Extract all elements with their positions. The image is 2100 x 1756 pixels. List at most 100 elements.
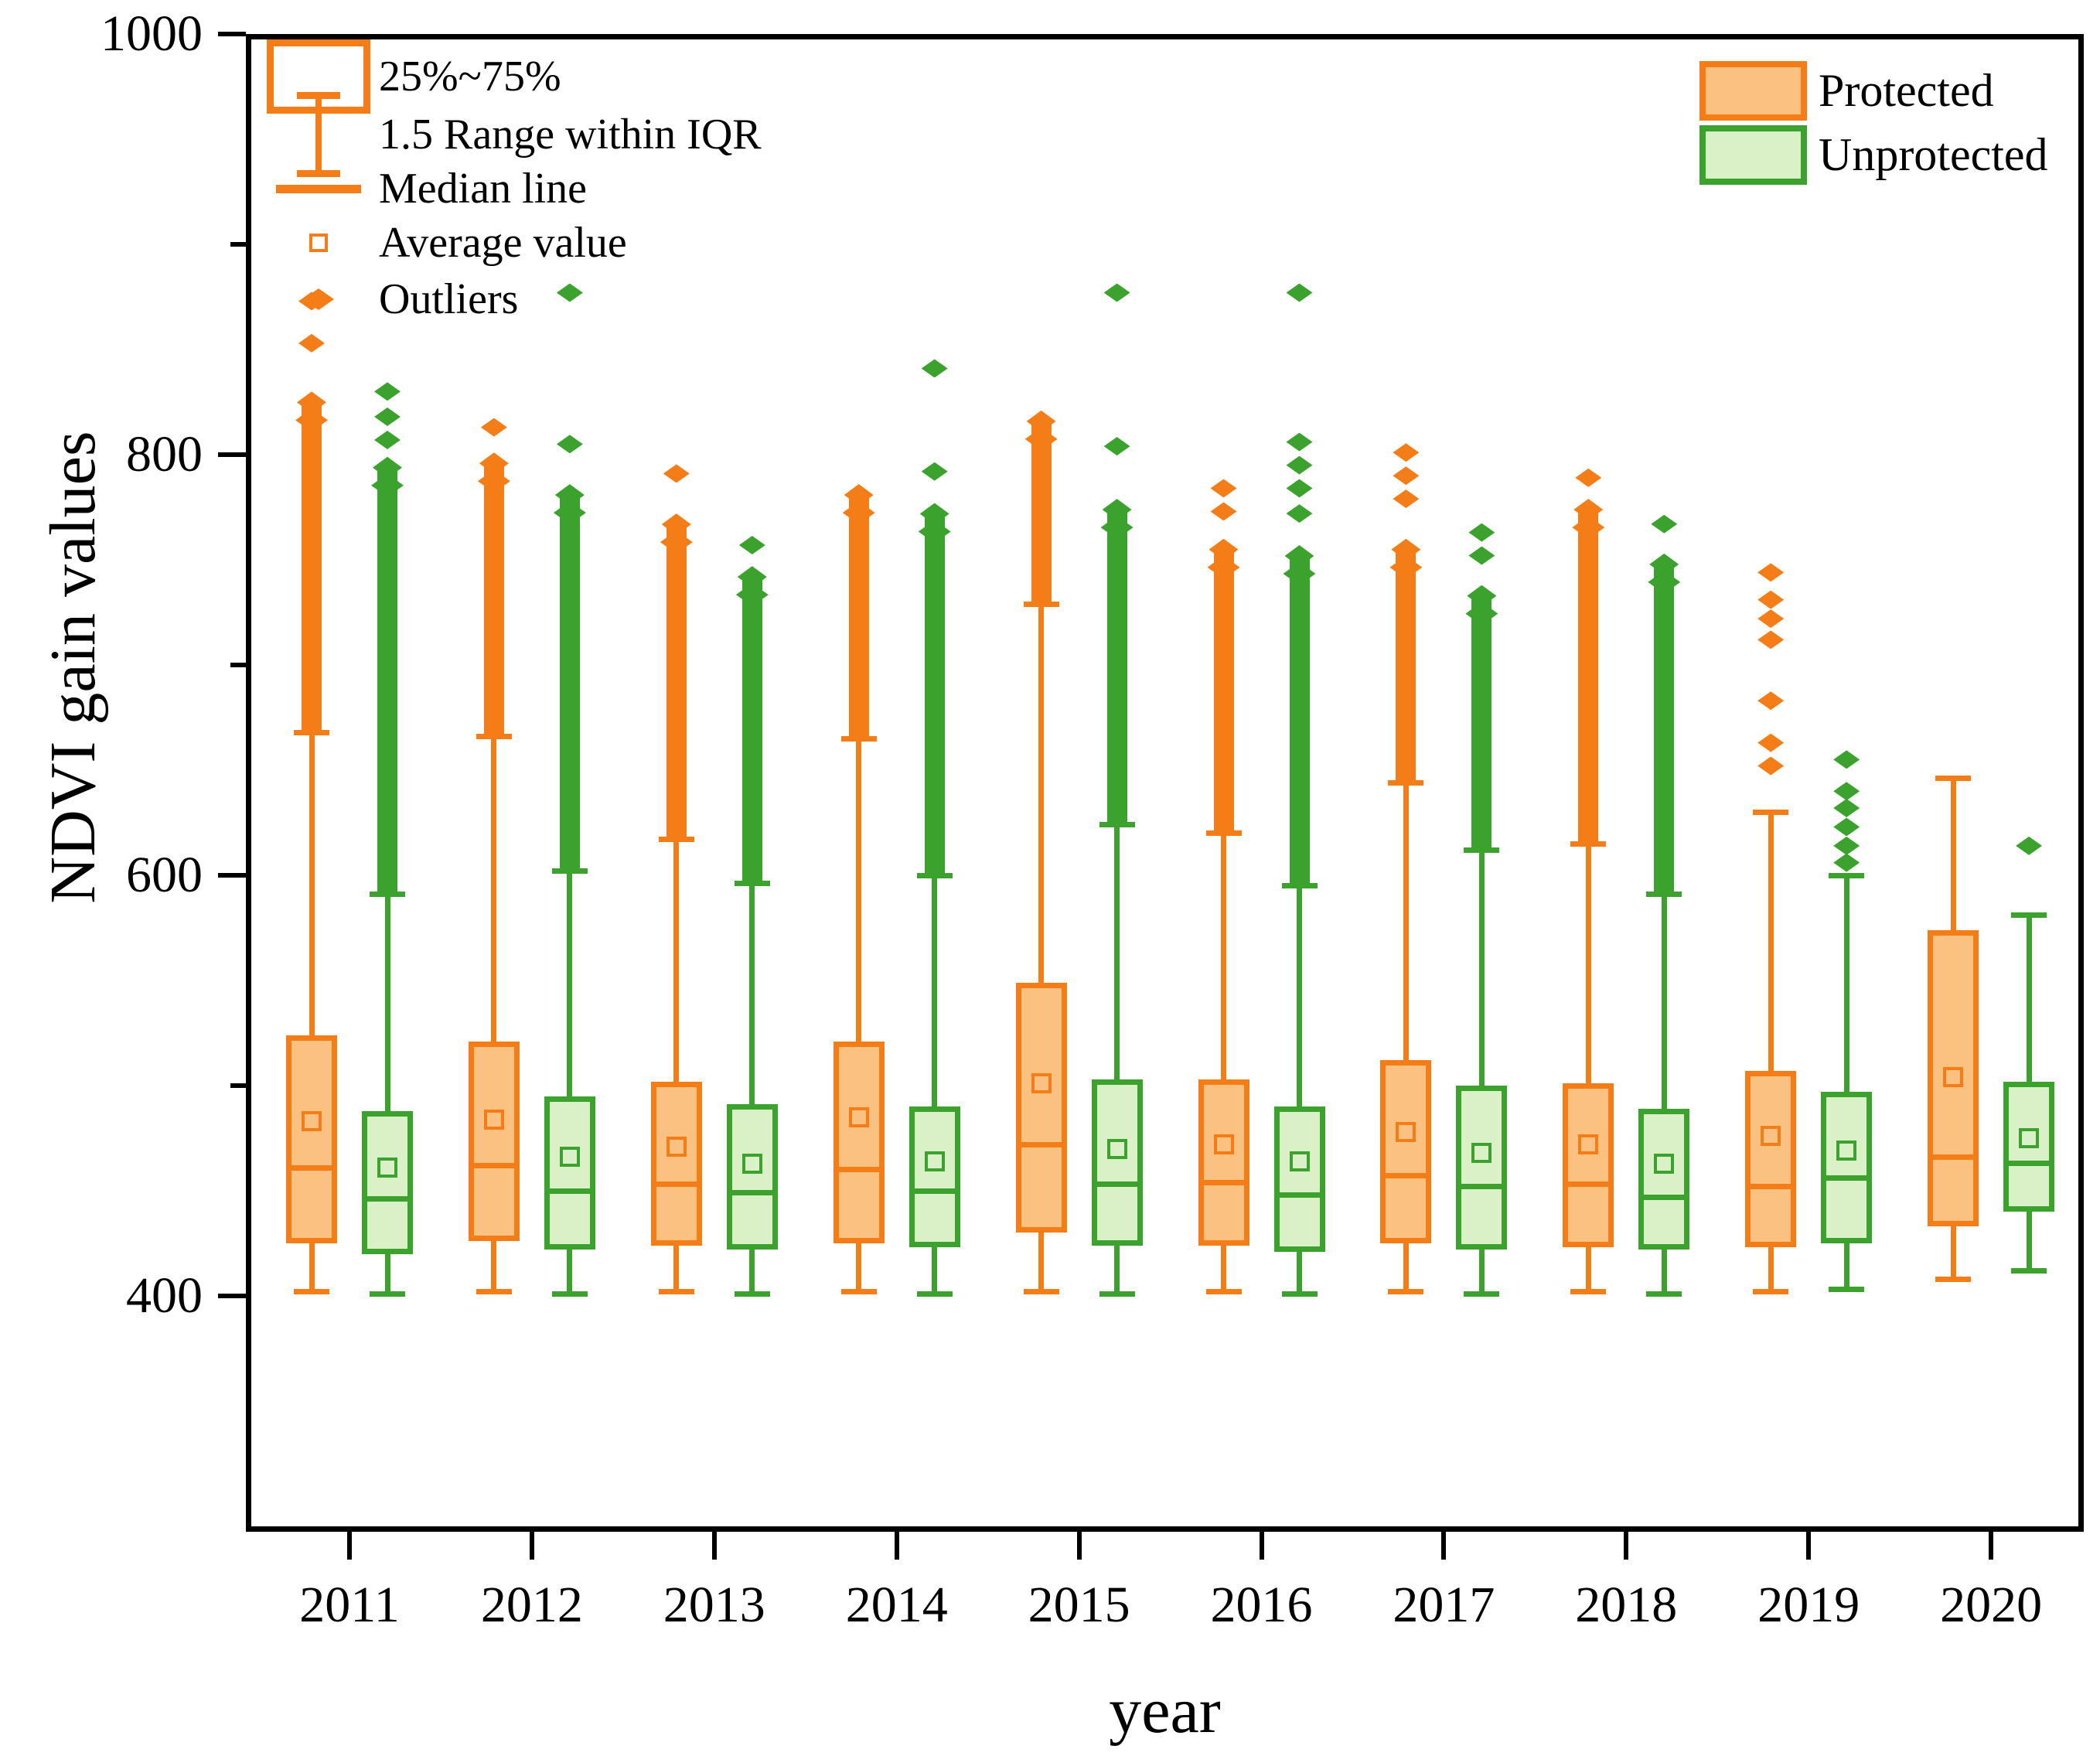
x-tick-label: 2020 [1940, 1577, 2043, 1633]
box-iqr [286, 1035, 337, 1243]
lower-whisker-cap [1281, 1291, 1318, 1297]
outlier-column [1578, 510, 1599, 844]
y-minor-tick [230, 1083, 246, 1088]
lower-whisker [1585, 1247, 1591, 1292]
x-tick [1806, 1532, 1812, 1560]
median-line [286, 1164, 337, 1171]
y-major-tick [218, 873, 246, 878]
upper-whisker [1661, 894, 1667, 1109]
mean-marker [1289, 1151, 1310, 1171]
median-line [1198, 1179, 1249, 1185]
median-line [1091, 1181, 1143, 1188]
x-tick-label: 2011 [299, 1577, 400, 1633]
mean-marker [1654, 1153, 1675, 1174]
median-line [1745, 1184, 1797, 1190]
x-tick [711, 1532, 717, 1560]
x-tick-label: 2019 [1757, 1577, 1860, 1633]
y-major-tick [218, 1294, 246, 1298]
median-line [1821, 1175, 1873, 1181]
series-legend-label: Unprotected [1819, 129, 2048, 180]
upper-whisker [491, 736, 497, 1042]
upper-whisker-cap [734, 881, 770, 887]
upper-whisker [1114, 824, 1120, 1079]
lower-whisker [384, 1253, 390, 1294]
upper-whisker [856, 738, 862, 1042]
lower-whisker-cap [1829, 1287, 1865, 1293]
outlier-column [1396, 549, 1416, 783]
box-iqr [1273, 1106, 1325, 1252]
x-tick-label: 2015 [1028, 1577, 1130, 1633]
mean-marker [741, 1153, 762, 1174]
legend-whisker-cap-top [297, 92, 340, 99]
outlier-column [1654, 564, 1675, 895]
upper-whisker-cap [1099, 822, 1135, 828]
lower-whisker-cap [1023, 1289, 1059, 1295]
upper-whisker [673, 839, 680, 1082]
style-legend-label: Median line [379, 165, 588, 213]
mean-marker [559, 1147, 580, 1168]
lower-whisker-cap [476, 1289, 512, 1295]
lower-whisker [1403, 1243, 1409, 1292]
lower-whisker-cap [1753, 1289, 1789, 1295]
x-tick-label: 2016 [1210, 1577, 1313, 1633]
upper-whisker-cap [1205, 830, 1242, 837]
median-line [1928, 1154, 1979, 1160]
lower-whisker [1768, 1247, 1774, 1292]
upper-whisker [1950, 778, 1956, 930]
y-tick-label: 400 [126, 1267, 203, 1324]
mean-marker [1471, 1143, 1492, 1164]
median-line [1456, 1184, 1508, 1190]
x-tick-label: 2018 [1575, 1577, 1678, 1633]
x-tick [347, 1532, 352, 1560]
mean-marker [1106, 1138, 1127, 1159]
box-iqr [1928, 929, 1979, 1227]
outlier-column [1106, 510, 1127, 825]
lower-whisker-cap [1646, 1291, 1682, 1297]
lower-whisker-cap [551, 1291, 588, 1297]
upper-whisker [749, 883, 755, 1105]
lower-whisker [1038, 1233, 1045, 1292]
upper-whisker-cap [1935, 776, 1972, 782]
median-line [1563, 1181, 1614, 1188]
x-tick [529, 1532, 534, 1560]
outlier-column [483, 463, 504, 737]
y-tick-label: 800 [126, 426, 203, 482]
upper-whisker [1221, 833, 1226, 1079]
median-line [362, 1196, 413, 1202]
lower-whisker-cap [1570, 1289, 1607, 1295]
box-iqr [1638, 1108, 1690, 1250]
upper-whisker-cap [476, 733, 512, 739]
lower-whisker [1221, 1245, 1226, 1292]
series-legend-label: Protected [1819, 65, 1994, 116]
upper-whisker-cap [1281, 883, 1318, 889]
box-iqr [544, 1096, 595, 1250]
lower-whisker-cap [1935, 1276, 1972, 1282]
legend-median-symbol [276, 185, 361, 193]
outlier-column [1471, 595, 1492, 851]
upper-whisker-cap [1464, 847, 1500, 853]
upper-whisker [1038, 604, 1045, 983]
x-tick [1441, 1532, 1447, 1560]
style-legend-label: 25%~75% [379, 53, 561, 101]
median-line [2003, 1161, 2055, 1167]
outlier-column [924, 513, 945, 875]
mean-marker [1943, 1067, 1964, 1088]
mean-marker [1396, 1121, 1416, 1142]
upper-whisker-cap [294, 729, 329, 735]
lower-whisker [749, 1250, 755, 1294]
lower-whisker [567, 1250, 573, 1294]
upper-whisker [309, 732, 315, 1035]
lower-whisker [491, 1241, 497, 1292]
outlier-column [1289, 555, 1310, 886]
lower-whisker-cap [1205, 1289, 1242, 1295]
upper-whisker [567, 871, 573, 1096]
upper-whisker-cap [916, 872, 953, 878]
x-tick-label: 2014 [845, 1577, 948, 1633]
lower-whisker [1478, 1250, 1485, 1294]
box-iqr [1745, 1070, 1797, 1248]
mean-marker [848, 1106, 869, 1127]
mean-marker [1836, 1141, 1857, 1161]
lower-whisker [309, 1243, 315, 1292]
upper-whisker-cap [1570, 840, 1607, 847]
